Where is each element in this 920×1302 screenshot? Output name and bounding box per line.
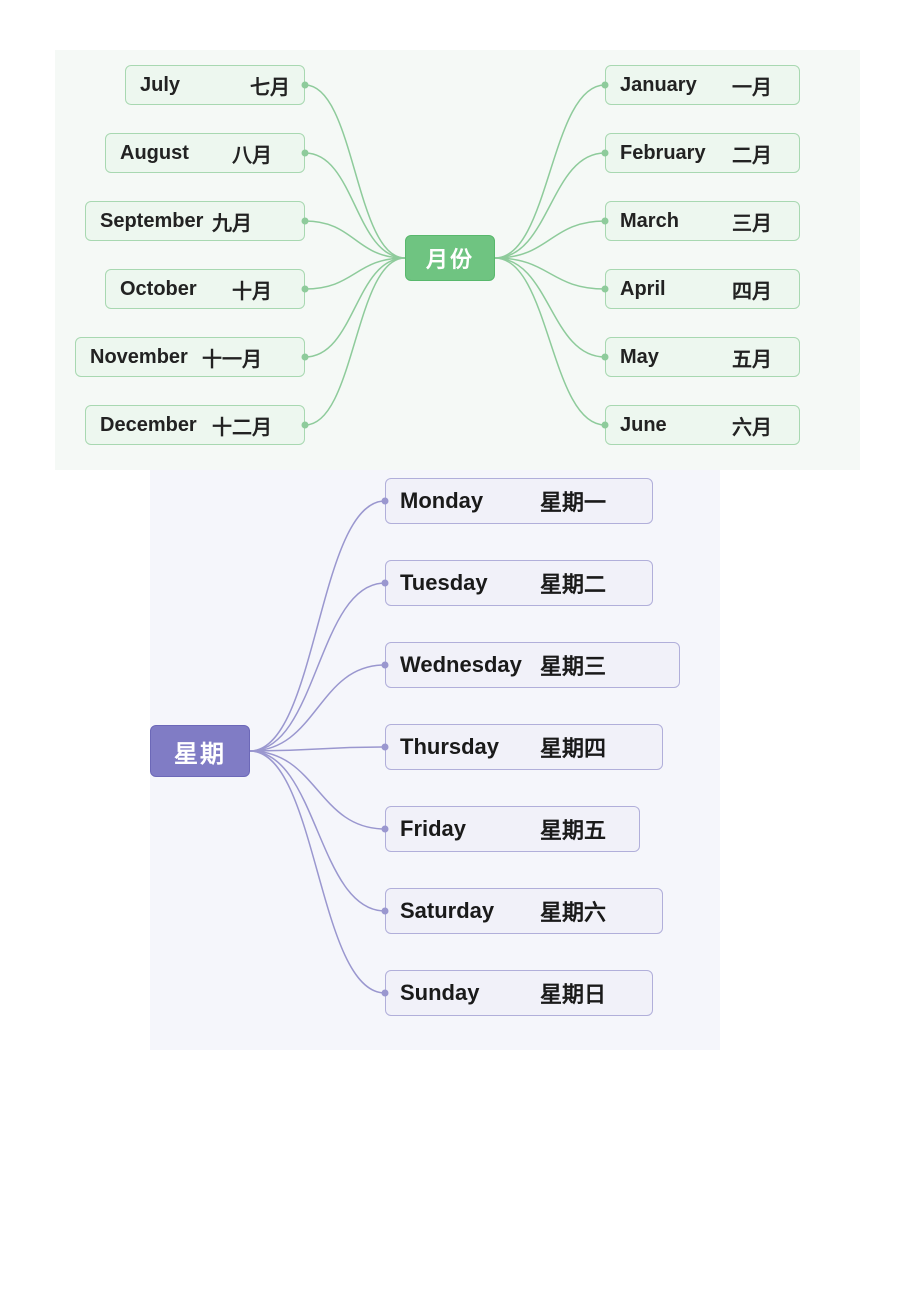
weeks_panel-leaf-zh: 星期六: [540, 895, 606, 927]
months_panel-leaf-en: February: [620, 142, 732, 165]
months_panel-leaf-en: November: [90, 346, 202, 369]
weeks_panel-leaf-en: Saturday: [400, 898, 540, 924]
months_panel-leaf: March三月: [605, 201, 800, 241]
months_panel-leaf-en: October: [120, 278, 232, 301]
weeks_panel-edge-dot: [382, 826, 389, 833]
weeks_panel-edge-dot: [382, 990, 389, 997]
weeks_panel-leaf: Wednesday星期三: [385, 642, 680, 688]
weeks_panel-edge-dot: [382, 580, 389, 587]
root: 月份 July七月 August八月 September九月 October十月 Nove…: [0, 0, 920, 1302]
months_panel-edge-dot: [602, 82, 609, 89]
weeks_panel-edge-dot: [382, 744, 389, 751]
months_panel-edge-dot: [602, 354, 609, 361]
weeks_panel-edge-dot: [382, 662, 389, 669]
months_panel-leaf-zh: 五月: [732, 343, 772, 372]
months_panel-leaf: December十二月: [85, 405, 305, 445]
months_panel-leaf-en: August: [120, 142, 232, 165]
months_panel-leaf-zh: 九月: [212, 207, 252, 236]
months_panel-edge-dot: [302, 286, 309, 293]
months_panel-leaf-en: May: [620, 346, 732, 369]
months_panel-leaf-en: January: [620, 74, 732, 97]
weeks_panel-leaf: Sunday星期日: [385, 970, 653, 1016]
months_panel-edge-dot: [302, 150, 309, 157]
months_panel-leaf: January一月: [605, 65, 800, 105]
months_panel-edge-dot: [602, 422, 609, 429]
months_panel-hub: 月份: [405, 235, 495, 281]
months_panel-leaf: February二月: [605, 133, 800, 173]
weeks_panel-leaf: Tuesday星期二: [385, 560, 653, 606]
weeks_panel-leaf-zh: 星期日: [540, 977, 606, 1009]
months_panel-leaf-zh: 八月: [232, 139, 272, 168]
months_panel-leaf-en: April: [620, 278, 732, 301]
weeks_panel-leaf-zh: 星期二: [540, 567, 606, 599]
weeks_panel-leaf-zh: 星期四: [540, 731, 606, 763]
weeks_panel-leaf: Monday星期一: [385, 478, 653, 524]
months_panel-edge-dot: [302, 422, 309, 429]
months_panel-edge-dot: [602, 286, 609, 293]
weeks_panel-leaf-en: Sunday: [400, 980, 540, 1006]
weeks_panel-leaf-en: Friday: [400, 816, 540, 842]
weeks_panel-leaf-en: Tuesday: [400, 570, 540, 596]
weeks_panel-leaf-en: Wednesday: [400, 652, 540, 678]
months_panel-leaf-zh: 十一月: [202, 343, 262, 372]
months_panel-leaf: November十一月: [75, 337, 305, 377]
months_panel-leaf-en: March: [620, 210, 732, 233]
months_panel-leaf: May五月: [605, 337, 800, 377]
months_panel-leaf-zh: 七月: [250, 71, 290, 100]
months_panel-leaf: August八月: [105, 133, 305, 173]
months_panel-leaf-zh: 六月: [732, 411, 772, 440]
weeks_panel-leaf-zh: 星期三: [540, 649, 606, 681]
months_panel-leaf-zh: 十二月: [212, 411, 272, 440]
weeks_panel-leaf: Thursday星期四: [385, 724, 663, 770]
months_panel-leaf-en: December: [100, 414, 212, 437]
months_panel-leaf-en: July: [140, 74, 250, 97]
months_panel-leaf-zh: 十月: [232, 275, 272, 304]
months_panel-leaf: June六月: [605, 405, 800, 445]
months_panel-leaf-zh: 四月: [732, 275, 772, 304]
weeks_panel-leaf-en: Monday: [400, 488, 540, 514]
months_panel-leaf: September九月: [85, 201, 305, 241]
weeks_panel-leaf-zh: 星期一: [540, 485, 606, 517]
weeks_panel-edge-dot: [382, 908, 389, 915]
weeks_panel-edge-dot: [382, 498, 389, 505]
months_panel-edge-dot: [302, 218, 309, 225]
months_panel-hub-label: 月份: [426, 242, 474, 274]
weeks_panel-hub-label: 星期: [174, 734, 226, 769]
months_panel-leaf-zh: 一月: [732, 71, 772, 100]
months_panel-leaf-zh: 三月: [732, 207, 772, 236]
months_panel-leaf-en: September: [100, 210, 212, 233]
months_panel-leaf-zh: 二月: [732, 139, 772, 168]
weeks_panel-hub: 星期: [150, 725, 250, 777]
months_panel-edge-dot: [302, 354, 309, 361]
months_panel-leaf: July七月: [125, 65, 305, 105]
months_panel-edge-dot: [602, 218, 609, 225]
weeks_panel-leaf: Friday星期五: [385, 806, 640, 852]
weeks_panel-leaf-zh: 星期五: [540, 813, 606, 845]
months_panel-leaf: October十月: [105, 269, 305, 309]
months_panel-leaf: April四月: [605, 269, 800, 309]
weeks_panel-leaf: Saturday星期六: [385, 888, 663, 934]
months_panel-edge-dot: [302, 82, 309, 89]
months_panel-leaf-en: June: [620, 414, 732, 437]
months_panel-edge-dot: [602, 150, 609, 157]
weeks_panel-leaf-en: Thursday: [400, 734, 540, 760]
